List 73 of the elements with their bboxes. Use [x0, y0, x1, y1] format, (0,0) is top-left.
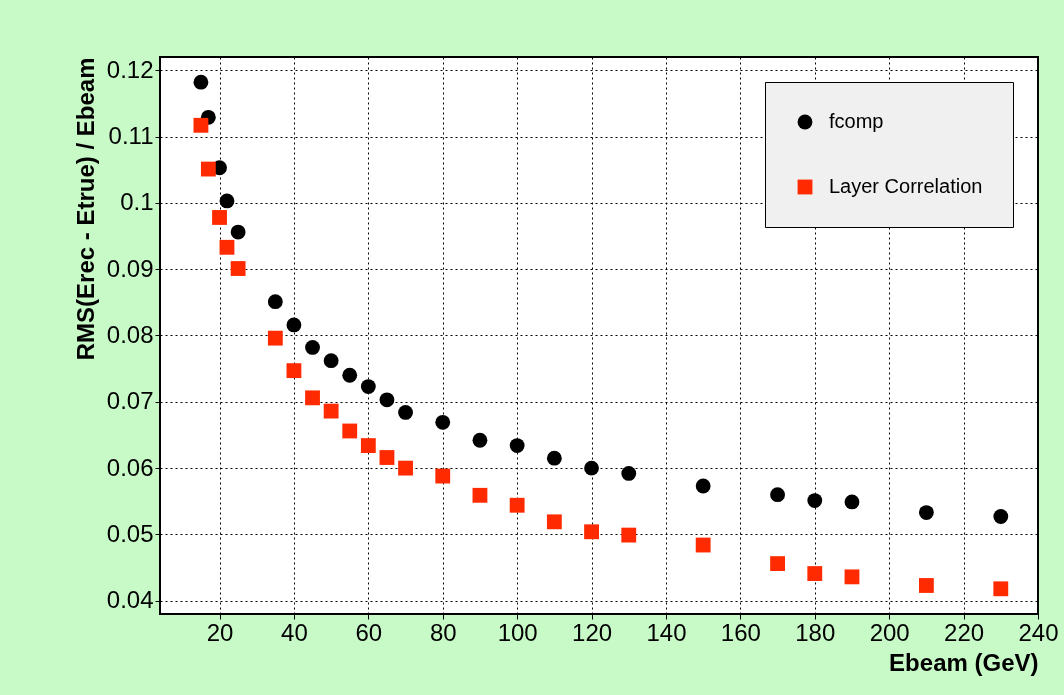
- point: [621, 466, 637, 481]
- point: [219, 239, 235, 255]
- point: [398, 405, 413, 420]
- point: [360, 438, 376, 453]
- y-tick-label: 0.06: [106, 453, 154, 481]
- legend-label: fcomp: [829, 110, 884, 132]
- point: [993, 581, 1009, 597]
- point: [844, 494, 860, 510]
- point: [286, 317, 302, 333]
- x-tick-label: 140: [646, 618, 687, 646]
- point: [844, 569, 860, 585]
- point: [546, 514, 562, 530]
- y-tick-label: 0.09: [106, 254, 154, 282]
- point: [398, 460, 413, 476]
- point: [770, 556, 785, 572]
- point: [379, 392, 395, 408]
- point: [193, 74, 209, 90]
- point: [770, 487, 785, 503]
- point: [342, 367, 358, 383]
- point: [267, 330, 283, 346]
- y-tick-label: 0.12: [106, 55, 154, 83]
- x-tick-label: 220: [944, 618, 985, 646]
- x-tick-label: 40: [281, 618, 308, 646]
- x-tick-label: 200: [869, 618, 910, 646]
- x-tick-label: 120: [572, 618, 613, 646]
- point: [509, 438, 525, 453]
- point: [230, 224, 246, 240]
- point: [219, 193, 235, 209]
- point: [267, 294, 283, 310]
- point: [379, 450, 395, 465]
- point: [584, 524, 599, 540]
- x-tick-label: 100: [497, 618, 538, 646]
- point: [472, 487, 488, 503]
- x-tick-label: 80: [429, 618, 457, 646]
- x-tick-label: 180: [795, 618, 836, 646]
- point: [323, 353, 339, 369]
- point: [621, 527, 637, 543]
- y-tick-label: 0.04: [106, 586, 154, 614]
- point: [342, 423, 358, 439]
- x-tick-label: 20: [206, 618, 234, 646]
- y-tick-label: 0.08: [106, 321, 154, 348]
- point: [305, 390, 320, 406]
- y-tick-label: 0.1: [120, 188, 154, 216]
- point: [305, 340, 320, 355]
- point: [472, 432, 488, 448]
- point: [993, 509, 1009, 524]
- y-tick-label: 0.05: [106, 519, 154, 547]
- y-tick-label: 0.11: [108, 122, 154, 150]
- y-axis-title: RMS(Erec - Etrue) / Ebeam: [71, 57, 99, 361]
- point: [546, 450, 562, 466]
- x-tick-label: 240: [1018, 618, 1059, 646]
- x-tick-label: 160: [720, 618, 761, 646]
- point: [807, 566, 823, 581]
- y-tick-label: 0.07: [106, 387, 154, 415]
- point: [807, 493, 823, 509]
- x-tick-label: 60: [355, 618, 383, 646]
- point: [584, 460, 599, 476]
- point: [695, 537, 711, 553]
- x-axis-title: Ebeam (GeV): [889, 648, 1039, 676]
- point: [918, 505, 934, 520]
- point: [435, 468, 451, 484]
- point: [212, 210, 227, 225]
- point: [695, 478, 711, 494]
- legend-label: Layer Correlation: [829, 175, 983, 197]
- point: [360, 379, 376, 394]
- point: [323, 403, 339, 419]
- point: [435, 414, 451, 430]
- point: [286, 363, 302, 379]
- point: [918, 578, 934, 593]
- point: [200, 161, 216, 177]
- point: [193, 117, 209, 133]
- point: [230, 261, 246, 276]
- point: [509, 497, 525, 513]
